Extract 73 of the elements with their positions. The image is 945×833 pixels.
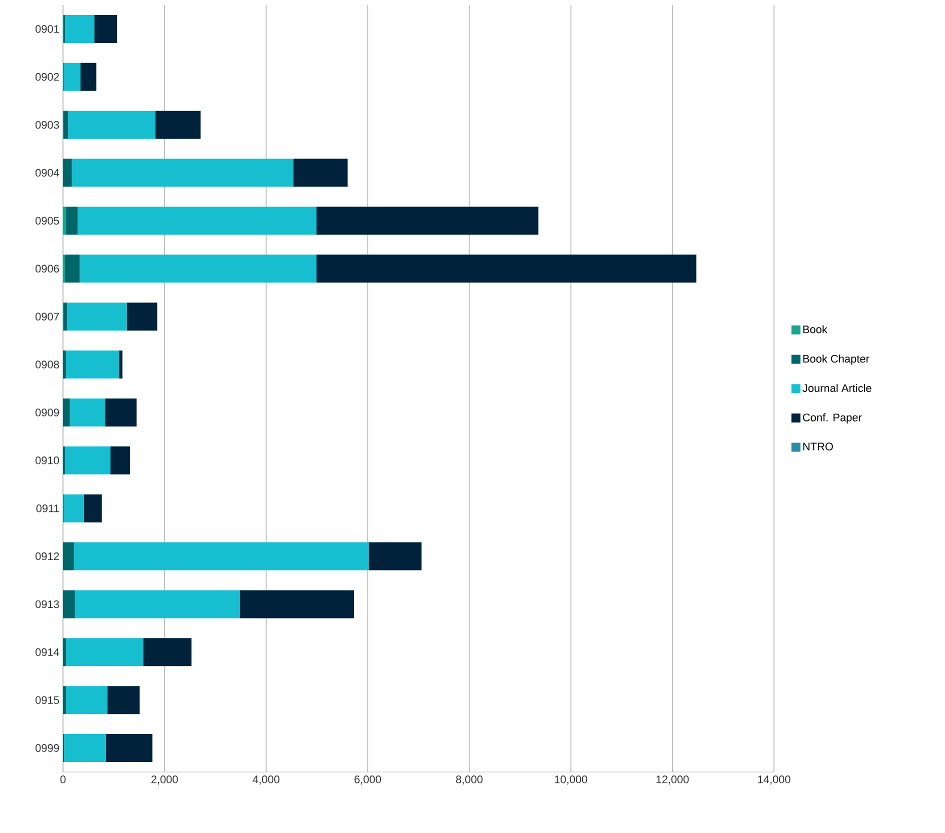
legend-label: NTRO (803, 442, 833, 450)
x-tick-label: 2,000 (151, 776, 178, 785)
y-tick-label: 0907 (36, 312, 59, 320)
bar (65, 254, 80, 283)
bar (316, 254, 696, 283)
bar (64, 734, 106, 762)
bar (65, 446, 110, 474)
legend-label: Book (803, 325, 828, 334)
y-tick-label: 0913 (36, 600, 59, 608)
bar (368, 542, 422, 570)
y-tick-label: 0902 (36, 73, 59, 81)
bar (84, 494, 102, 522)
bar (80, 62, 96, 91)
x-tick-label: 0 (60, 776, 66, 784)
bar (63, 350, 66, 379)
y-tick-label: 0908 (36, 360, 59, 368)
legend-label: Journal Article (802, 384, 872, 392)
bar (65, 14, 94, 43)
bar (106, 734, 152, 762)
legend-label: Conf. Paper (802, 413, 862, 424)
bar (126, 302, 158, 331)
bar (68, 110, 156, 139)
y-tick-label: 0906 (36, 264, 59, 273)
y-tick-label: 0914 (36, 648, 60, 656)
y-tick-label: 0999 (36, 744, 59, 752)
x-tick-label: 6,000 (354, 776, 381, 785)
x-tick-label: 12,000 (656, 776, 689, 785)
bar (74, 590, 240, 618)
bar (240, 590, 354, 618)
bar (78, 206, 316, 235)
y-tick-label: 0915 (36, 696, 60, 704)
bar (63, 638, 66, 666)
x-tick-label: 10,000 (554, 776, 588, 785)
bar (63, 398, 70, 426)
bar (66, 206, 78, 235)
x-tick-label: 4,000 (252, 776, 280, 785)
bar (316, 206, 538, 235)
bar (63, 110, 68, 139)
bar (110, 446, 130, 474)
bar (64, 302, 68, 331)
y-tick-label: 0904 (36, 168, 60, 177)
bar (72, 158, 294, 187)
x-tick-label: 8,000 (456, 776, 483, 785)
bar (74, 542, 369, 570)
y-tick-label: 0910 (36, 456, 60, 464)
bar (66, 350, 120, 379)
bar (66, 638, 144, 666)
bar (143, 638, 192, 666)
bar (70, 398, 106, 426)
bar (67, 302, 127, 331)
y-tick-label: 0909 (36, 408, 59, 416)
bar (63, 206, 66, 235)
bar (293, 158, 348, 187)
legend-label: Book Chapter (803, 354, 870, 365)
bar (64, 494, 84, 522)
bar (94, 14, 118, 43)
y-tick-label: 0911 (36, 504, 59, 512)
x-tick-label: 14,000 (758, 776, 790, 785)
bar (107, 686, 140, 714)
y-tick-label: 0901 (36, 25, 59, 33)
bar (119, 350, 122, 379)
bar (105, 398, 137, 426)
bar (64, 62, 81, 91)
y-tick-label: 0903 (36, 120, 59, 129)
y-tick-label: 0912 (36, 552, 59, 560)
bar (63, 542, 74, 570)
bar (66, 686, 108, 714)
y-tick-label: 0905 (36, 216, 60, 225)
bar (63, 158, 72, 187)
bar (63, 590, 75, 618)
bar (80, 254, 316, 283)
bar (63, 686, 66, 714)
bar (155, 110, 201, 139)
